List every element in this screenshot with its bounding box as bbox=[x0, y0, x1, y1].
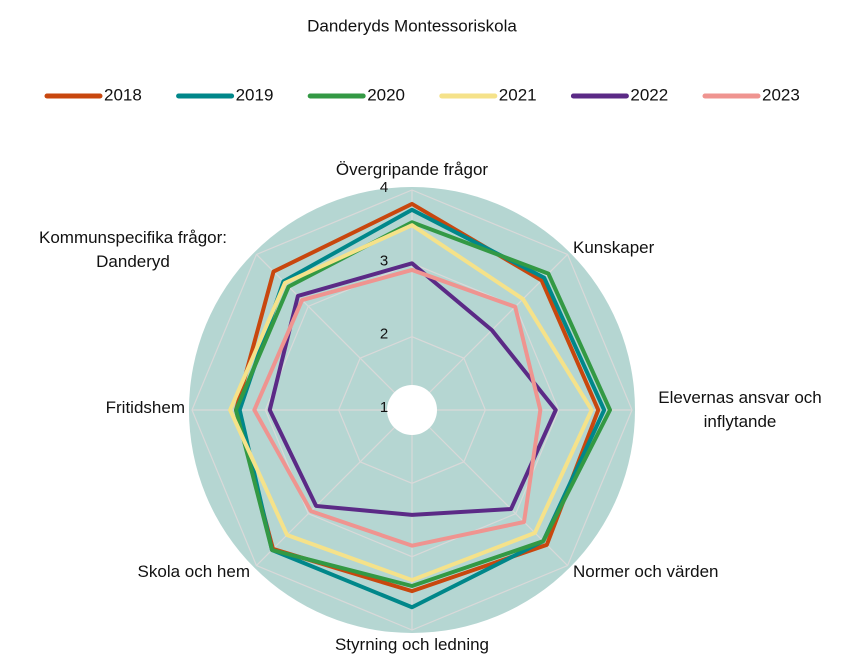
legend-label: 2023 bbox=[762, 85, 800, 104]
legend-label: 2020 bbox=[367, 85, 405, 104]
category-label: Övergripande frågor bbox=[335, 160, 489, 179]
r-tick-label: 2 bbox=[380, 326, 388, 343]
legend-label: 2018 bbox=[104, 85, 142, 104]
category-label: Skola och hem bbox=[137, 562, 250, 581]
category-label: Styrning och ledning bbox=[334, 635, 490, 654]
r-tick-label: 1 bbox=[380, 399, 388, 416]
series-line bbox=[252, 267, 543, 548]
category-label: Kommunspecifika frågor: Danderyd bbox=[38, 228, 228, 271]
legend-label: 2019 bbox=[236, 85, 274, 104]
legend-label: 2021 bbox=[499, 85, 537, 104]
center-hole bbox=[387, 385, 437, 435]
category-label: Fritidshem bbox=[105, 398, 185, 417]
category-label: Kunskaper bbox=[573, 238, 655, 257]
chart-title: Danderyds Montessoriskola bbox=[307, 16, 517, 35]
series-line bbox=[234, 201, 601, 594]
category-label: Elevernas ansvar och inflytande bbox=[658, 388, 822, 431]
category-label: Normer och värden bbox=[573, 562, 719, 581]
r-tick-label: 4 bbox=[380, 179, 388, 196]
series-line bbox=[228, 223, 594, 583]
r-tick-label: 3 bbox=[380, 252, 388, 269]
series-line bbox=[234, 220, 612, 588]
legend-label: 2022 bbox=[630, 85, 668, 104]
spoke bbox=[256, 409, 413, 566]
